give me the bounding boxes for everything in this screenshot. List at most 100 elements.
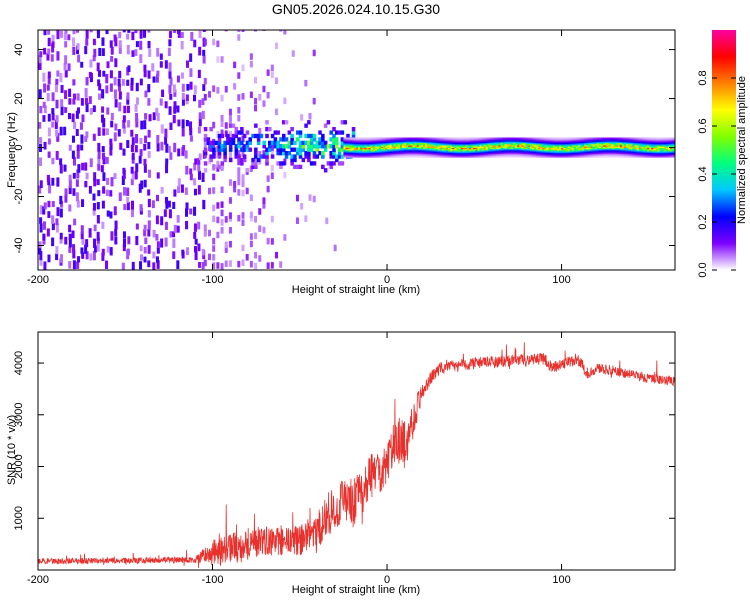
spectrogram-cell: [368, 137, 372, 140]
spectrogram-cell: [594, 154, 598, 157]
spectrogram-cell: [254, 262, 258, 270]
spectrogram-cell: [364, 139, 368, 142]
spectrogram-cell: [450, 143, 453, 146]
spectrogram-cell: [368, 146, 372, 148]
spectrogram-cell: [189, 53, 193, 62]
spectrogram-cell: [372, 152, 376, 155]
spectrogram-cell: [559, 137, 562, 140]
spectrogram-cell: [533, 146, 537, 148]
spectrogram-cell: [670, 137, 673, 140]
spectrogram-cell: [180, 32, 184, 39]
spectrogram-cell: [55, 253, 59, 261]
spectrogram-cell: [492, 149, 495, 152]
spectrogram-cell: [340, 130, 345, 135]
spectrogram-cell: [256, 157, 261, 163]
spectrogram-cell: [185, 97, 189, 105]
spectrogram-cell: [39, 51, 43, 58]
spectrogram-cell: [617, 139, 621, 142]
spectrogram-cell: [114, 99, 118, 108]
spectrogram-cell: [508, 147, 512, 150]
spectrogram-cell: [586, 144, 590, 147]
spectrogram-cell: [567, 143, 571, 146]
spectrogram-cell: [408, 141, 412, 144]
spectrogram-cell: [268, 147, 272, 152]
spectrogram-cell: [634, 144, 638, 147]
spectrogram-cell: [370, 154, 374, 157]
spectrogram-cell: [630, 147, 633, 150]
spectrogram-cell: [123, 204, 127, 211]
spectrogram-cell: [201, 248, 205, 256]
spectrogram-cell: [527, 148, 531, 151]
spectrogram-cell: [517, 154, 520, 157]
spectrogram-cell: [147, 189, 151, 196]
spectrogram-cell: [364, 143, 368, 146]
spectrogram-cell: [389, 137, 393, 140]
spectrogram-cell: [617, 147, 621, 150]
spectrogram-cell: [443, 152, 447, 155]
spectrogram-cell: [397, 148, 401, 151]
spectrogram-cell: [193, 246, 197, 253]
spectrogram-cell: [284, 150, 289, 156]
spectrogram-cell: [155, 107, 159, 117]
spectrogram-cell: [143, 229, 147, 237]
spectrogram-cell: [538, 152, 541, 155]
spectrogram-cell: [266, 175, 270, 182]
spectrogram-cell: [642, 137, 646, 140]
spectrogram-cell: [64, 90, 68, 99]
spectrogram-cell: [510, 153, 514, 156]
spectrogram-cell: [173, 142, 177, 153]
spectrogram-cell: [441, 150, 445, 153]
spectrogram-cell: [588, 148, 592, 151]
spectrogram-cell: [279, 161, 283, 166]
snr-x-tick-label: -100: [202, 574, 224, 586]
spectrogram-cell: [143, 143, 147, 151]
spectrogram-cell: [628, 142, 631, 145]
spectrogram-cell: [212, 204, 216, 212]
spectrogram-cell: [276, 140, 280, 146]
spectrogram-cell: [596, 147, 600, 150]
spectrogram-cell: [632, 141, 636, 144]
spectrogram-cell: [575, 155, 579, 158]
spectrogram-cell: [527, 141, 531, 144]
spectrogram-cell: [573, 147, 577, 150]
spectrogram-cell: [332, 133, 336, 139]
spectrogram-cell: [234, 150, 239, 156]
spectrogram-cell: [429, 144, 432, 147]
spectrogram-cell: [498, 149, 502, 152]
spectrogram-cell: [519, 154, 522, 157]
spectrogram-cell: [672, 147, 675, 150]
spectrogram-cell: [577, 147, 581, 150]
spectrogram-cell: [427, 155, 430, 158]
spectrogram-cell: [638, 141, 642, 144]
spectrogram-cell: [429, 141, 432, 144]
spectrogram-cell: [281, 137, 286, 142]
spectrogram-cell: [452, 155, 455, 158]
spectrogram-cell: [550, 149, 554, 152]
spectrogram-cell: [418, 146, 422, 148]
spectrogram-cell: [460, 154, 464, 157]
spectrogram-cell: [161, 89, 165, 98]
spectrogram-cell: [500, 155, 504, 158]
spectrogram-cell: [131, 171, 135, 180]
spectrogram-cell: [592, 150, 596, 153]
spectrogram-cell: [569, 148, 573, 151]
spectrogram-cell: [304, 140, 308, 146]
spectrogram-cell: [557, 148, 560, 151]
spectrogram-cell: [383, 139, 386, 142]
spectrogram-cell: [519, 152, 522, 155]
spectrogram-cell: [368, 153, 372, 156]
spectrogram-cell: [481, 144, 485, 147]
spectrogram-cell: [663, 141, 667, 144]
spectrogram-cell: [554, 147, 558, 150]
spectrogram-cell: [485, 143, 489, 146]
spectrogram-cell: [203, 133, 208, 139]
spectrogram-cell: [529, 147, 533, 150]
colorbar-tick-label: 0.6: [697, 118, 709, 133]
spectrogram-cell: [443, 147, 447, 150]
spectrogram-cell: [389, 149, 393, 152]
spectrogram-cell: [460, 142, 464, 145]
spectrogram-cell: [542, 149, 546, 152]
spectrogram-cell: [351, 133, 356, 139]
spectrogram-cell: [469, 148, 472, 151]
spectrogram-cell: [603, 146, 606, 148]
